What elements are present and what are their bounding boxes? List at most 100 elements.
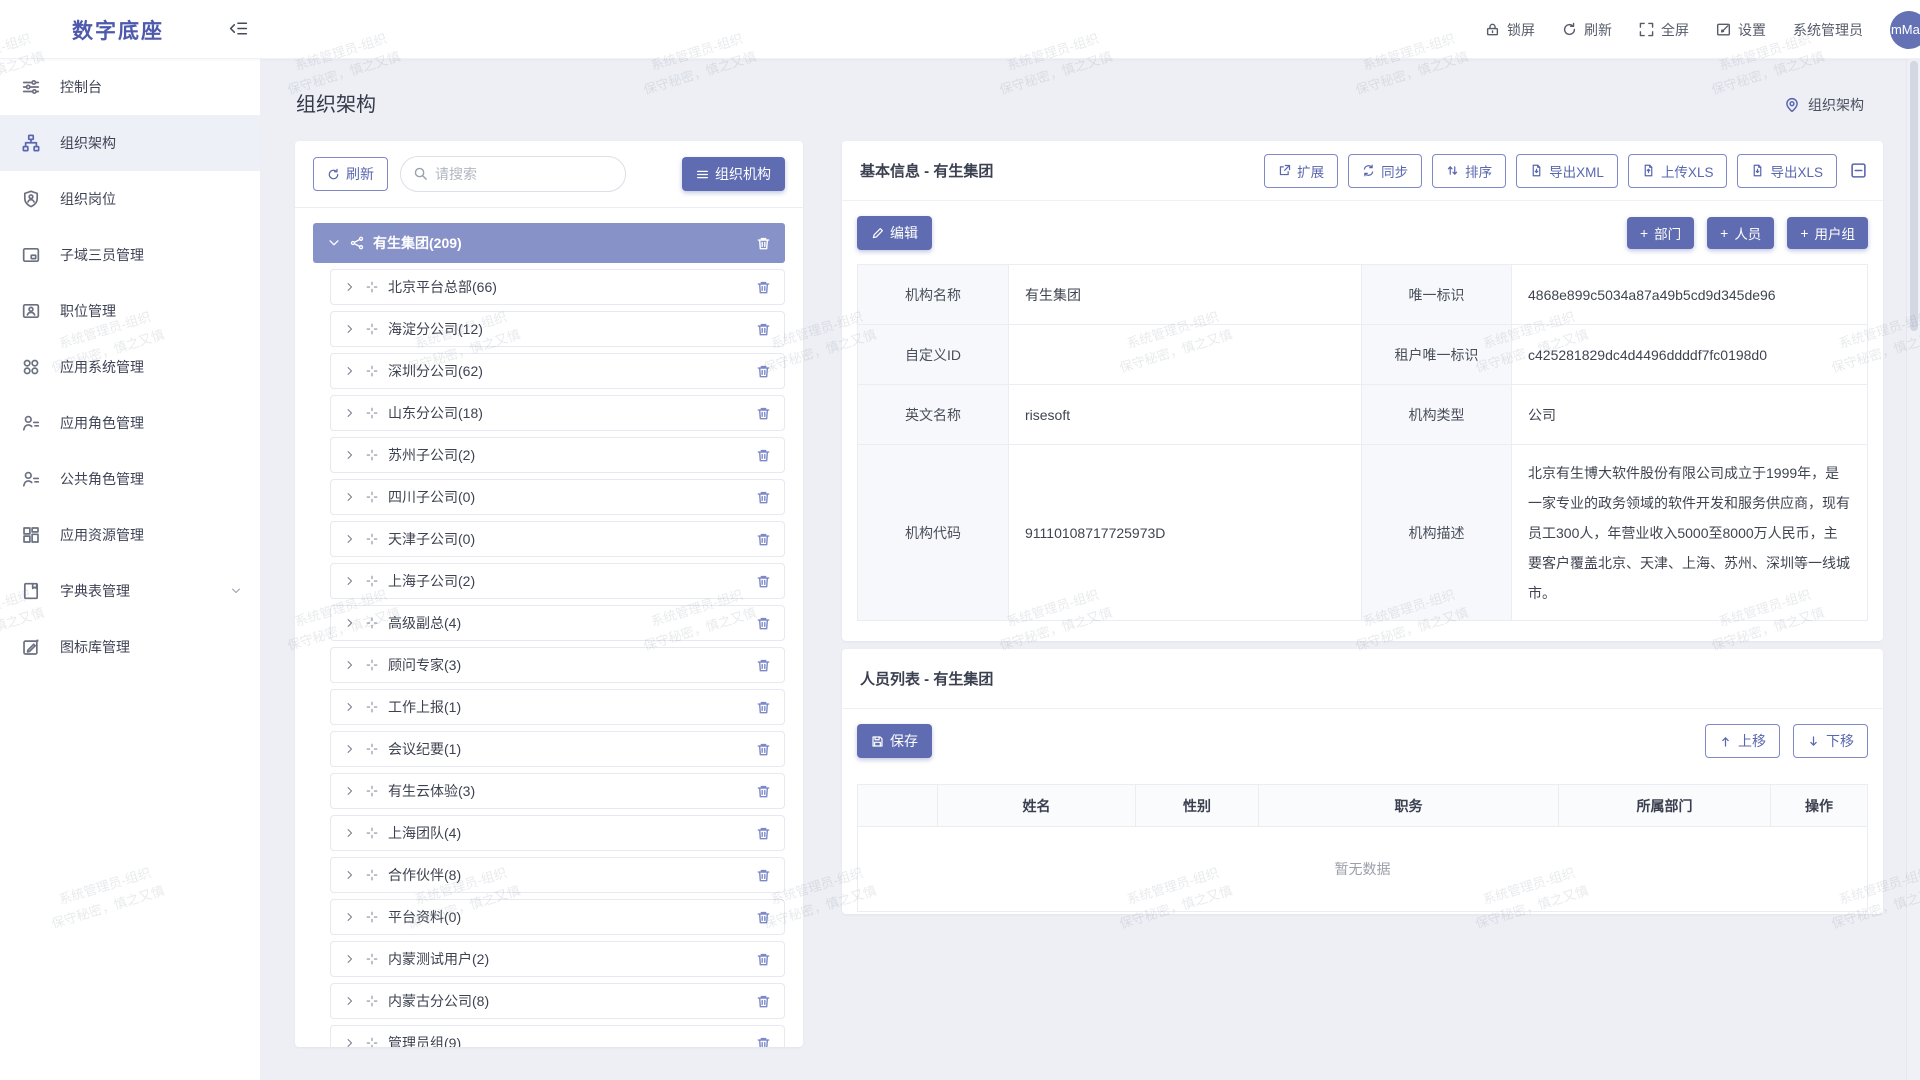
trash-icon[interactable] xyxy=(756,826,771,841)
sidebar-item-5[interactable]: 应用系统管理 xyxy=(0,339,260,395)
trash-icon[interactable] xyxy=(756,952,771,967)
refresh-button[interactable]: 刷新 xyxy=(1562,20,1612,40)
trash-icon[interactable] xyxy=(756,742,771,757)
trash-icon[interactable] xyxy=(756,616,771,631)
sidebar-item-label: 控制台 xyxy=(60,79,102,95)
tree-refresh-button[interactable]: 刷新 xyxy=(313,157,388,191)
fullscreen-button[interactable]: 全屏 xyxy=(1639,20,1689,40)
tree-node-label: 深圳分公司(62) xyxy=(388,363,483,379)
sidebar-item-7[interactable]: 公共角色管理 xyxy=(0,451,260,507)
add-button-0[interactable]: + 部门 xyxy=(1626,217,1695,249)
trash-icon[interactable] xyxy=(756,490,771,505)
tree-node-5[interactable]: 四川子公司(0) xyxy=(330,479,785,515)
file-upload-icon xyxy=(1642,164,1655,177)
trash-icon[interactable] xyxy=(756,868,771,883)
sidebar-item-9[interactable]: 字典表管理 xyxy=(0,563,260,619)
tree-node-6[interactable]: 天津子公司(0) xyxy=(330,521,785,557)
tree-node-16[interactable]: 内蒙测试用户(2) xyxy=(330,941,785,977)
chevron-right-icon xyxy=(344,827,356,839)
tree-node-13[interactable]: 上海团队(4) xyxy=(330,815,785,851)
info-toolbar-button-0[interactable]: 扩展 xyxy=(1264,153,1339,188)
chevron-right-icon xyxy=(344,911,356,923)
trash-icon[interactable] xyxy=(756,1036,771,1047)
arrow-down-icon xyxy=(1807,735,1820,748)
tree-node-7[interactable]: 上海子公司(2) xyxy=(330,563,785,599)
plus-icon: + xyxy=(1720,225,1729,241)
sidebar-item-1[interactable]: 组织架构 xyxy=(0,115,260,171)
trash-icon[interactable] xyxy=(756,364,771,379)
move-handle-icon xyxy=(366,953,378,965)
edit-button[interactable]: 编辑 xyxy=(857,216,932,250)
sidebar-item-10[interactable]: 图标库管理 xyxy=(0,619,260,675)
tree-node-17[interactable]: 内蒙古分公司(8) xyxy=(330,983,785,1019)
collapse-sidebar-icon[interactable] xyxy=(228,18,249,39)
lock-button[interactable]: 锁屏 xyxy=(1485,20,1535,40)
settings-button[interactable]: 设置 xyxy=(1716,20,1766,40)
app-role-icon xyxy=(22,414,40,432)
avatar[interactable]: mMan xyxy=(1890,10,1920,49)
tree-node-12[interactable]: 有生云体验(3) xyxy=(330,773,785,809)
tree-node-8[interactable]: 高级副总(4) xyxy=(330,605,785,641)
chevron-right-icon xyxy=(344,281,356,293)
collapse-panel-icon[interactable] xyxy=(1850,162,1867,179)
button-label: 人员 xyxy=(1734,227,1762,242)
sidebar-item-0[interactable]: 控制台 xyxy=(0,59,260,115)
tree-node-label: 合作伙伴(8) xyxy=(388,867,462,883)
tree-node-18[interactable]: 管理员组(9) xyxy=(330,1025,785,1047)
trash-icon[interactable] xyxy=(756,280,771,295)
trash-icon[interactable] xyxy=(756,784,771,799)
tree-node-2[interactable]: 深圳分公司(62) xyxy=(330,353,785,389)
trash-icon[interactable] xyxy=(756,700,771,715)
tree-search xyxy=(400,156,626,192)
tree-node-15[interactable]: 平台资料(0) xyxy=(330,899,785,935)
add-button-2[interactable]: + 用户组 xyxy=(1787,217,1868,249)
sidebar-item-label: 职位管理 xyxy=(60,303,116,319)
chevron-right-icon xyxy=(344,743,356,755)
trash-icon[interactable] xyxy=(756,322,771,337)
org-structure-button[interactable]: 组织机构 xyxy=(682,157,785,191)
tree-node-9[interactable]: 顾问专家(3) xyxy=(330,647,785,683)
scrollbar-thumb[interactable] xyxy=(1910,61,1918,331)
tree-node-10[interactable]: 工作上报(1) xyxy=(330,689,785,725)
trash-icon[interactable] xyxy=(756,910,771,925)
trash-icon[interactable] xyxy=(756,574,771,589)
sidebar-item-6[interactable]: 应用角色管理 xyxy=(0,395,260,451)
add-button-1[interactable]: + 人员 xyxy=(1707,217,1775,249)
trash-icon[interactable] xyxy=(756,532,771,547)
tree-node-4[interactable]: 苏州子公司(2) xyxy=(330,437,785,473)
tree-node-11[interactable]: 会议纪要(1) xyxy=(330,731,785,767)
trash-icon[interactable] xyxy=(756,658,771,673)
trash-icon[interactable] xyxy=(756,448,771,463)
basic-info-actions: 编辑 + 部门 + 人员 + 用户组 xyxy=(842,201,1883,264)
trash-icon[interactable] xyxy=(756,994,771,1009)
tree-node-label: 高级副总(4) xyxy=(388,615,462,631)
trash-icon[interactable] xyxy=(756,236,771,251)
move-handle-icon xyxy=(366,407,378,419)
tree-node-3[interactable]: 山东分公司(18) xyxy=(330,395,785,431)
info-toolbar-button-1[interactable]: 同步 xyxy=(1348,153,1423,188)
trash-icon[interactable] xyxy=(756,406,771,421)
info-toolbar-button-3[interactable]: 导出XML xyxy=(1516,153,1618,188)
sidebar-item-label: 组织岗位 xyxy=(60,191,116,207)
app-circles-icon xyxy=(22,358,40,376)
sidebar-item-8[interactable]: 应用资源管理 xyxy=(0,507,260,563)
tree-root-node[interactable]: 有生集团(209) xyxy=(313,223,785,263)
save-button[interactable]: 保存 xyxy=(857,724,932,758)
tree-node-14[interactable]: 合作伙伴(8) xyxy=(330,857,785,893)
info-toolbar-button-5[interactable]: 导出XLS xyxy=(1737,153,1837,188)
tree-node-1[interactable]: 海淀分公司(12) xyxy=(330,311,785,347)
sidebar-item-2[interactable]: 组织岗位 xyxy=(0,171,260,227)
current-user-label[interactable]: 系统管理员 xyxy=(1793,21,1863,38)
tree-node-0[interactable]: 北京平台总部(66) xyxy=(330,269,785,305)
move-down-button[interactable]: 下移 xyxy=(1793,724,1868,758)
move-handle-icon xyxy=(366,785,378,797)
move-up-button[interactable]: 上移 xyxy=(1705,724,1780,758)
sidebar-item-4[interactable]: 职位管理 xyxy=(0,283,260,339)
field-value: 北京有生博大软件股份有限公司成立于1999年，是一家专业的政务领域的软件开发和服… xyxy=(1512,445,1868,621)
chevron-down-icon xyxy=(230,585,242,597)
info-toolbar-button-2[interactable]: 排序 xyxy=(1432,153,1507,188)
field-value: 91110108717725973D xyxy=(1009,445,1362,621)
info-toolbar-button-4[interactable]: 上传XLS xyxy=(1627,153,1728,188)
tree-search-input[interactable] xyxy=(400,156,626,192)
sidebar-item-3[interactable]: 子域三员管理 xyxy=(0,227,260,283)
